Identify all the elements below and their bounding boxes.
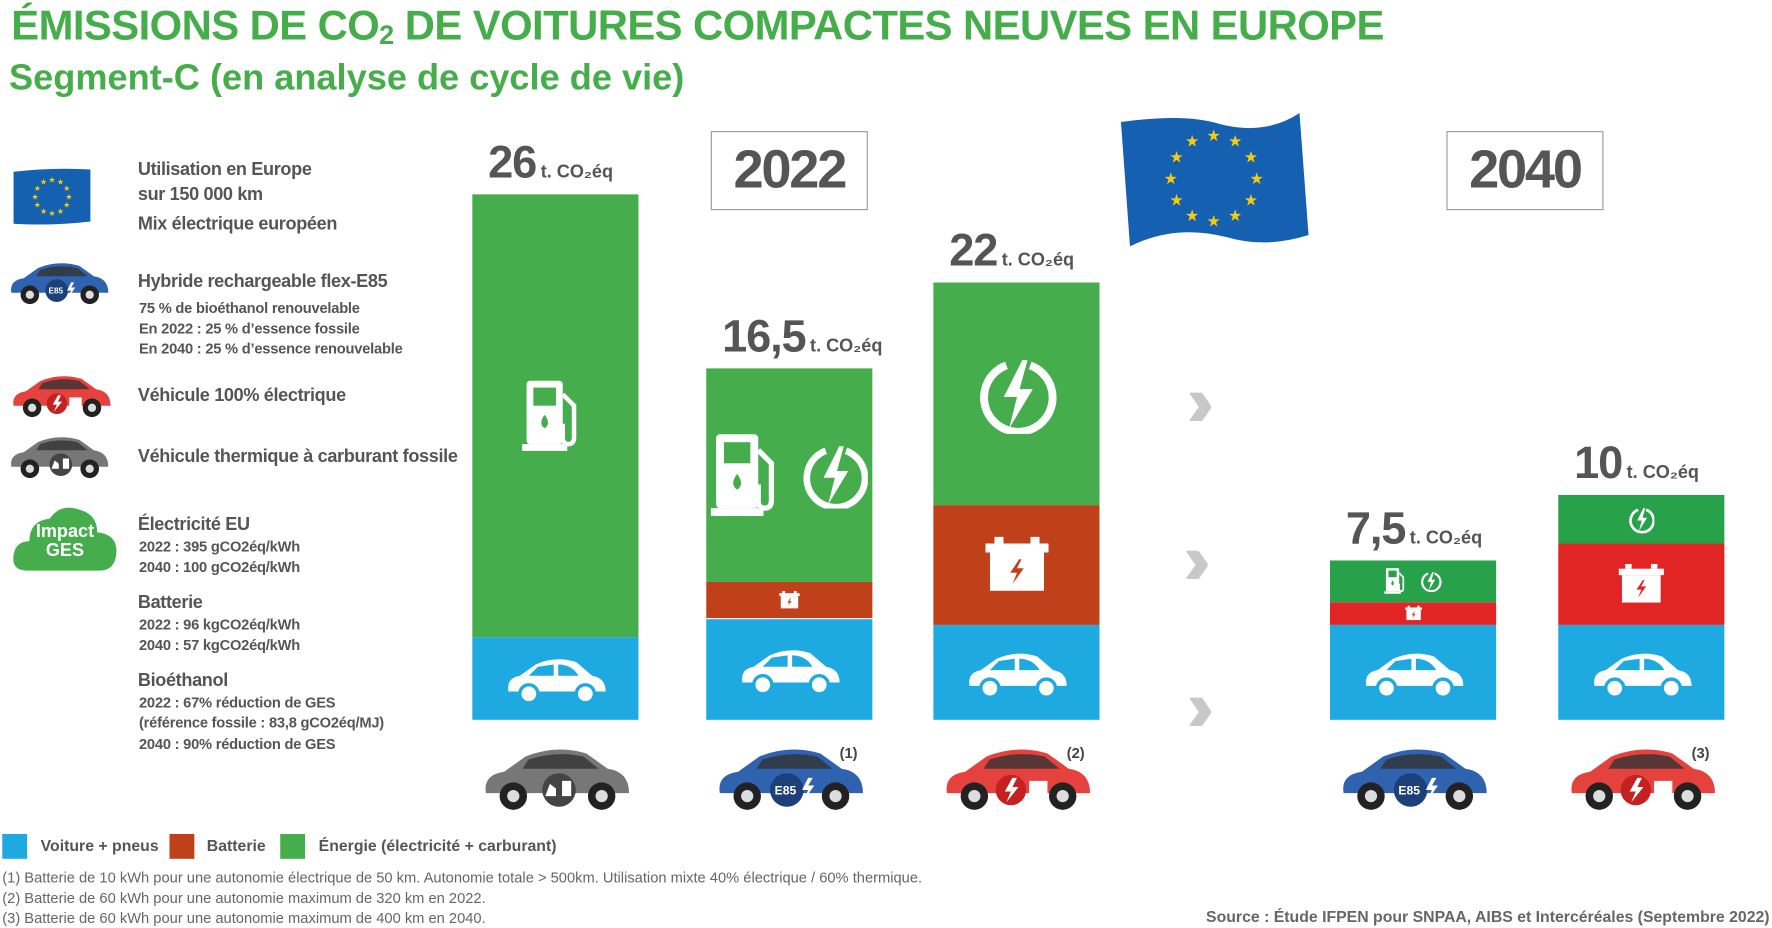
svg-text:★: ★ — [63, 201, 70, 210]
chevron-right-icon: ›› — [1183, 518, 1210, 601]
hybrid-car-icon: E85 — [5, 258, 113, 305]
hybrid-line: En 2040 : 25 % d’essence renouvelable — [138, 340, 403, 358]
hybrid-car-icon: E85 — [1336, 741, 1492, 817]
year-2022-box: 2022 — [710, 131, 868, 211]
electricity-line: 2040 : 100 gCO2éq/kWh — [138, 558, 300, 576]
svg-text:★: ★ — [34, 184, 41, 193]
bioethanol-line: 2022 : 67% réduction de GES — [138, 693, 336, 711]
svg-text:★: ★ — [1185, 134, 1199, 151]
bar-total-label: 26 t. CO₂éq — [488, 137, 614, 188]
bar-segment-energy — [1558, 495, 1725, 544]
svg-text:★: ★ — [40, 207, 47, 216]
svg-text:★: ★ — [48, 175, 55, 184]
source-credit: Source : Étude IFPEN pour SNPAA, AIBS et… — [1206, 907, 1770, 926]
svg-text:★: ★ — [1207, 128, 1221, 145]
svg-text:★: ★ — [1185, 208, 1199, 225]
svg-text:★: ★ — [40, 178, 47, 187]
hybrid-line: 75 % de bioéthanol renouvelable — [138, 299, 360, 317]
svg-text:★: ★ — [65, 192, 72, 201]
svg-text:★: ★ — [63, 184, 70, 193]
hybrid-title: Hybride rechargeable flex-E85 — [137, 272, 388, 292]
bar-segment-car — [706, 618, 873, 720]
svg-text:★: ★ — [48, 209, 55, 218]
legend-swatch-battery — [169, 833, 195, 859]
bar-total-label: 7,5 t. CO₂éq — [1345, 503, 1483, 554]
svg-text:★: ★ — [31, 192, 38, 201]
bar-segment-battery — [933, 505, 1100, 625]
chevron-right-icon: ›› — [1186, 360, 1214, 442]
footnote-3: (3) Batterie de 60 kWh pour une autonomi… — [2, 909, 486, 927]
footnote-marker: (1) — [839, 744, 858, 762]
svg-text:★: ★ — [57, 178, 64, 187]
electricity-line: 2022 : 395 gCO2éq/kWh — [138, 537, 300, 555]
legend-label-battery: Batterie — [206, 836, 266, 855]
year-2040-box: 2040 — [1446, 131, 1604, 211]
footnote-marker: (2) — [1066, 744, 1085, 762]
svg-text:★: ★ — [1169, 149, 1183, 166]
eu-flag-icon: ★★★★★★★★★ ★ ★★ — [13, 168, 91, 225]
svg-text:★: ★ — [1244, 149, 1258, 166]
bar-segment-energy — [706, 367, 873, 583]
usage-line-2: sur 150 000 km — [137, 185, 263, 205]
bar-segment-car — [472, 636, 639, 720]
legend-label-energy: Énergie (électricité + carburant) — [318, 836, 557, 855]
bar-total-label: 22 t. CO₂éq — [949, 226, 1075, 277]
svg-text:E85: E85 — [48, 287, 63, 296]
main-title: ÉMISSIONS DE CO2 DE VOITURES COMPACTES N… — [11, 2, 1384, 51]
legend-label-car: Voiture + pneus — [40, 836, 159, 855]
bar-segment-car — [1330, 624, 1497, 720]
svg-text:★: ★ — [1228, 134, 1242, 151]
thermal-label: Véhicule thermique à carburant fossile — [137, 447, 458, 467]
legend-swatch-car — [2, 833, 28, 859]
chevron-right-icon: ›› — [1186, 665, 1214, 747]
svg-text:E85: E85 — [775, 784, 797, 798]
electric-car-icon — [939, 741, 1095, 817]
svg-text:★: ★ — [1244, 192, 1258, 209]
electric-car-icon — [1564, 741, 1720, 817]
subtitle: Segment-C (en analyse de cycle de vie) — [9, 56, 685, 98]
eu-flag-large-icon: ★★★★★★★★★ ★ ★★ — [1120, 113, 1309, 247]
bar-total-label: 10 t. CO₂éq — [1574, 438, 1699, 489]
svg-text:★: ★ — [34, 201, 41, 210]
usage-line-1: Utilisation en Europe — [137, 160, 312, 180]
bar-segment-battery — [1330, 602, 1497, 625]
impact-ges-label: Impact GES — [35, 522, 95, 561]
bioethanol-line: (référence fossile : 83,8 gCO2éq/MJ) — [138, 714, 384, 732]
battery-title: Batterie — [137, 593, 203, 613]
cloud-icon — [13, 507, 117, 571]
bar-total-label: 16,5 t. CO₂éq — [722, 311, 883, 362]
bar-segment-car — [1558, 624, 1725, 720]
hybrid-line: En 2022 : 25 % d’essence fossile — [138, 319, 360, 337]
legend-swatch-energy — [280, 833, 306, 859]
svg-text:E85: E85 — [1398, 784, 1420, 798]
footnote-2: (2) Batterie de 60 kWh pour une autonomi… — [2, 889, 486, 907]
bioethanol-title: Bioéthanol — [137, 671, 228, 691]
svg-text:★: ★ — [1249, 171, 1263, 188]
bar-segment-energy — [472, 193, 639, 637]
footnote-1: (1) Batterie de 10 kWh pour une autonomi… — [2, 868, 923, 886]
bar-segment-energy — [1330, 560, 1497, 603]
svg-text:★: ★ — [57, 207, 64, 216]
hybrid-car-icon: E85 — [712, 741, 868, 817]
electricity-title: Électricité EU — [137, 515, 250, 535]
bar-segment-battery — [706, 582, 873, 619]
bar-segment-car — [933, 624, 1100, 720]
footnote-marker: (3) — [1691, 744, 1710, 762]
thermal-car-icon — [478, 741, 634, 817]
bar-segment-energy — [933, 282, 1100, 506]
thermal-car-icon — [5, 432, 113, 479]
usage-line-3: Mix électrique européen — [137, 214, 338, 234]
battery-line: 2022 : 96 kgCO2éq/kWh — [138, 615, 300, 633]
svg-text:★: ★ — [1207, 214, 1221, 231]
svg-text:★: ★ — [1164, 171, 1178, 188]
bar-segment-battery — [1558, 543, 1725, 625]
bioethanol-line: 2040 : 90% réduction de GES — [138, 735, 336, 753]
battery-line: 2040 : 57 kgCO2éq/kWh — [138, 636, 300, 654]
svg-text:★: ★ — [1169, 192, 1183, 209]
electric-label: Véhicule 100% électrique — [137, 386, 346, 406]
electric-car-icon — [7, 371, 115, 418]
svg-text:★: ★ — [1228, 208, 1242, 225]
